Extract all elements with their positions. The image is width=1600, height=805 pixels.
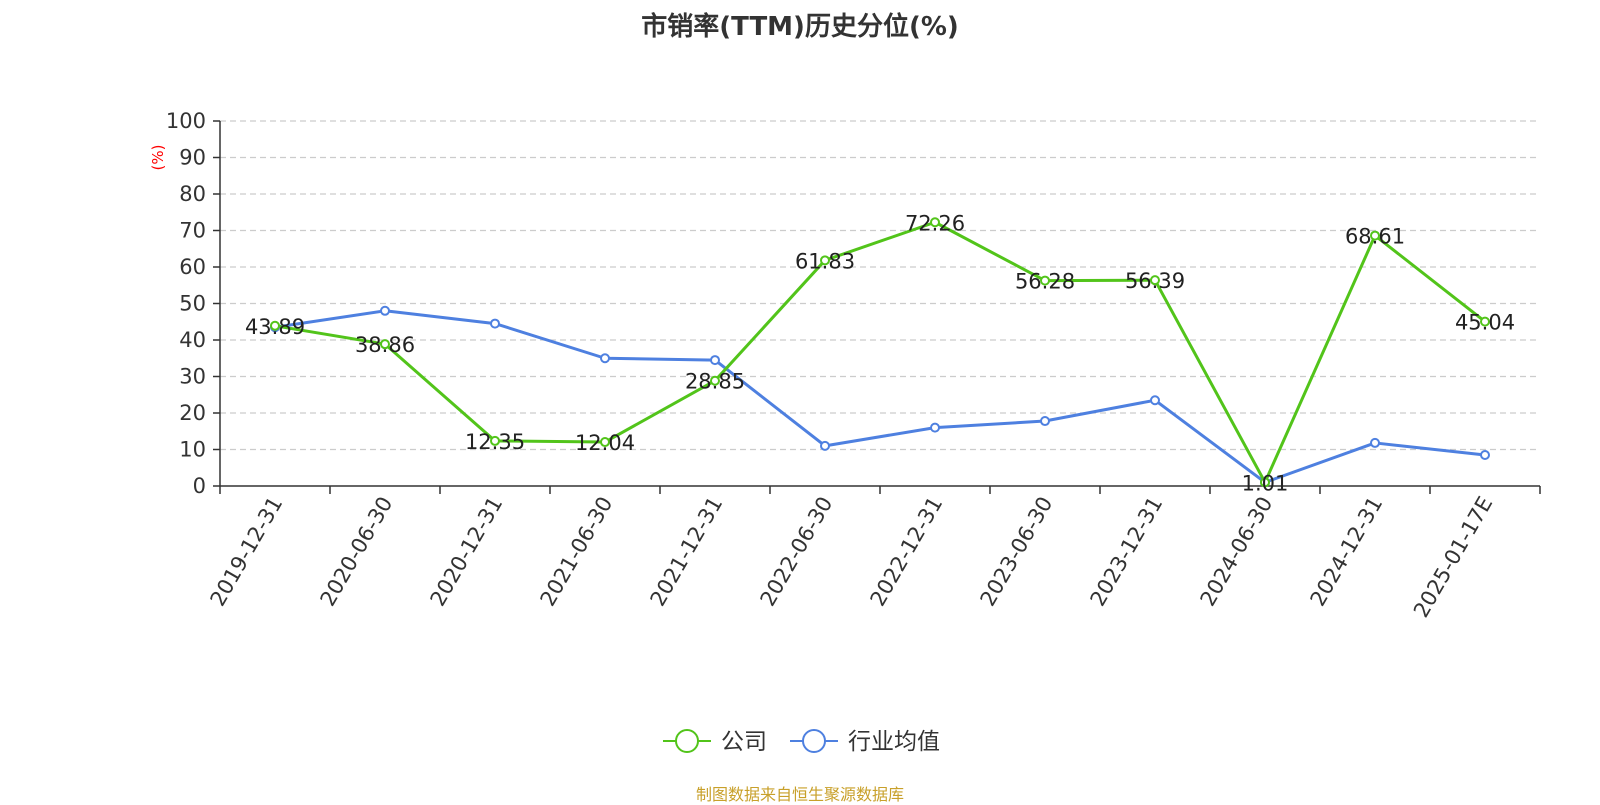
- data-label: 56.28: [1015, 270, 1075, 294]
- x-tick-label: 2020-12-31: [426, 493, 508, 611]
- legend-industry-label: 行业均值: [848, 729, 940, 755]
- data-point-industry: [1150, 395, 1160, 406]
- data-point-industry: [930, 422, 940, 433]
- data-label: 61.83: [795, 249, 855, 273]
- y-tick-label: 40: [179, 328, 206, 352]
- data-label: 12.35: [465, 430, 525, 454]
- data-point-industry: [1370, 437, 1380, 448]
- data-label: 12.04: [575, 431, 635, 455]
- series-line-industry: [274, 309, 1486, 484]
- x-tick-label: 2023-12-31: [1086, 493, 1168, 611]
- legend-industry-marker: [802, 729, 826, 753]
- data-label: 38.86: [355, 333, 415, 357]
- y-tick-label: 100: [166, 109, 206, 133]
- legend-company-marker: [675, 729, 699, 753]
- y-tick-label: 10: [179, 438, 206, 462]
- y-tick-label: 70: [179, 219, 206, 243]
- y-tick-label: 50: [179, 292, 206, 316]
- y-axis-title: (%): [149, 145, 167, 171]
- x-tick-label: 2021-06-30: [536, 493, 618, 611]
- data-point-company: [600, 437, 610, 448]
- y-tick-label: 90: [179, 146, 206, 170]
- x-tick-label: 2020-06-30: [316, 493, 398, 611]
- data-point-company: [1150, 275, 1160, 286]
- data-label: 43.89: [245, 315, 305, 339]
- data-point-company: [820, 255, 830, 266]
- data-point-company: [380, 339, 390, 350]
- data-point-industry: [380, 305, 390, 316]
- data-point-company: [1370, 230, 1380, 241]
- series-line-company: [274, 220, 1486, 484]
- data-label: 28.85: [685, 370, 745, 394]
- x-tick-label: 2024-12-31: [1306, 493, 1388, 611]
- x-tick-label: 2025-01-17E: [1409, 493, 1497, 622]
- x-tick-label: 2019-12-31: [206, 493, 288, 611]
- data-point-industry: [600, 353, 610, 364]
- data-point-industry: [490, 318, 500, 329]
- data-point-industry: [820, 440, 830, 451]
- x-tick-label: 2022-12-31: [866, 493, 948, 611]
- data-point-company: [1260, 477, 1270, 488]
- data-point-company: [490, 435, 500, 446]
- source-note: 制图数据来自恒生聚源数据库: [695, 785, 904, 804]
- data-label: 45.04: [1455, 311, 1515, 335]
- x-tick-label: 2021-12-31: [646, 493, 728, 611]
- y-tick-label: 80: [179, 182, 206, 206]
- data-point-industry: [1480, 449, 1490, 460]
- chart-title: 市销率(TTM)历史分位(%): [641, 12, 959, 42]
- data-point-industry: [710, 355, 720, 366]
- y-tick-label: 30: [179, 365, 206, 389]
- data-label: 56.39: [1125, 269, 1185, 293]
- y-tick-label: 0: [193, 474, 206, 498]
- data-label: 68.61: [1345, 225, 1405, 249]
- x-tick-label: 2023-06-30: [976, 493, 1058, 611]
- data-point-company: [270, 320, 280, 331]
- x-tick-label: 2022-06-30: [756, 493, 838, 611]
- x-tick-label: 2024-06-30: [1196, 493, 1278, 611]
- data-point-company: [710, 375, 720, 386]
- data-point-company: [930, 217, 940, 228]
- data-point-industry: [1040, 416, 1050, 427]
- legend-company-label: 公司: [721, 729, 767, 755]
- y-tick-label: 60: [179, 255, 206, 279]
- data-label: 1.01: [1242, 471, 1289, 495]
- y-tick-label: 20: [179, 401, 206, 425]
- data-label: 72.26: [905, 211, 965, 235]
- data-point-company: [1480, 316, 1490, 327]
- data-point-company: [1040, 275, 1050, 286]
